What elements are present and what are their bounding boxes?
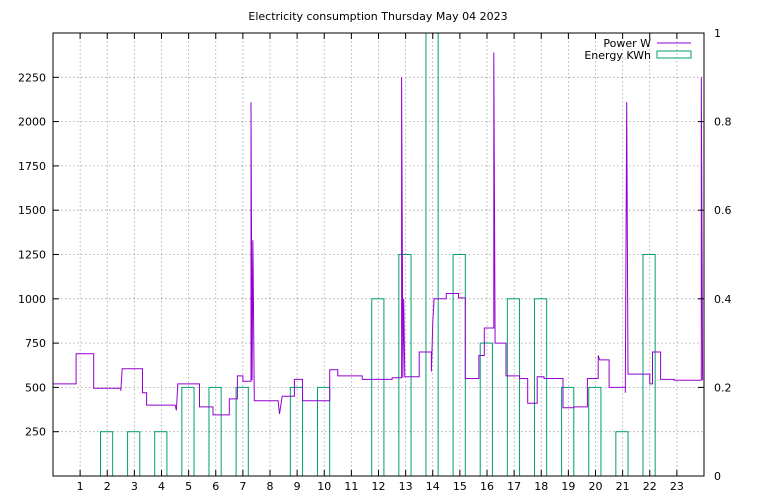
x-tick-label: 2 [104,480,111,493]
y-tick-label: 1250 [18,249,46,262]
x-tick-label: 19 [561,480,575,493]
x-tick-label: 7 [239,480,246,493]
y-tick-label: 2250 [18,71,46,84]
x-tick-label: 4 [158,480,165,493]
x-tick-label: 13 [399,480,413,493]
y-tick-label: 1000 [18,293,46,306]
energy-bar [452,254,466,477]
x-tick-label: 21 [616,480,630,493]
x-tick-label: 15 [453,480,467,493]
energy-bar [208,386,222,477]
energy-bar [615,431,629,477]
energy-bar [99,431,114,477]
energy-bar [588,386,602,477]
legend-label-power: Power W [603,37,651,50]
axes: 1 2 3 4 5 6 7 8 9 10 11 12 13 14 15 16 17 18 19 20 21 22 23250… [18,27,732,493]
energy-bar [642,254,656,477]
x-tick-label: 18 [534,480,548,493]
x-tick-label: 8 [267,480,274,493]
chart-title: Electricity consumption Thursday May 04 … [248,10,507,23]
y2-tick-label: 0.6 [714,204,732,217]
power-line-layer [53,52,704,416]
energy-bar [479,342,493,477]
y2-tick-label: 0.8 [714,116,732,129]
y-tick-label: 500 [25,381,46,394]
energy-bar [127,431,141,477]
y2-tick-label: 1 [714,27,721,40]
y-tick-label: 1750 [18,160,46,173]
x-tick-label: 10 [317,480,331,493]
y-tick-label: 2000 [18,116,46,129]
x-tick-label: 9 [294,480,301,493]
x-tick-label: 11 [344,480,358,493]
x-tick-label: 23 [670,480,684,493]
x-tick-label: 20 [589,480,603,493]
power-series-line [53,52,704,416]
x-tick-label: 12 [372,480,386,493]
legend-label-energy: Energy KWh [584,49,651,62]
energy-bar [154,431,168,477]
x-tick-label: 1 [77,480,84,493]
y-tick-label: 1500 [18,204,46,217]
x-tick-label: 22 [643,480,657,493]
x-tick-label: 14 [426,480,440,493]
energy-bar [533,298,548,477]
y2-tick-label: 0.2 [714,381,732,394]
energy-bar [181,386,195,477]
energy-bar [425,32,439,477]
grid-layer [53,33,704,476]
legend-swatch-energy [656,50,692,59]
y2-tick-label: 0 [714,470,721,483]
y2-tick-label: 0.4 [714,293,732,306]
energy-bar [289,386,304,477]
y-tick-label: 750 [25,337,46,350]
x-tick-label: 17 [507,480,521,493]
y-tick-label: 250 [25,426,46,439]
x-tick-label: 6 [212,480,219,493]
x-tick-label: 3 [131,480,138,493]
x-tick-label: 5 [185,480,192,493]
x-tick-label: 16 [480,480,494,493]
